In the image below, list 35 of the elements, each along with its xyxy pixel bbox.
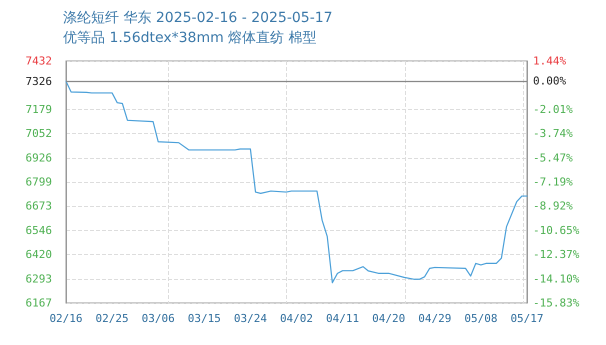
x-tick-label: 05/17 (510, 312, 544, 325)
y-tick-label: 6799 (26, 176, 52, 189)
x-tick-label: 04/02 (280, 312, 314, 325)
y2-tick-label: 1.44% (533, 54, 566, 68)
y-tick-label: 7432 (26, 54, 52, 68)
y2-tick-label: -10.65% (533, 224, 580, 237)
x-tick-label: 05/08 (464, 312, 498, 325)
y2-tick-label: -7.19% (533, 175, 574, 188)
y2-tick-label: 0.00% (533, 74, 566, 88)
x-tick-label: 04/29 (418, 312, 452, 325)
x-tick-label: 03/15 (188, 312, 221, 325)
y-tick-label: 6420 (26, 248, 52, 262)
y-tick-label: 6293 (26, 272, 52, 286)
y-tick-label: 6546 (26, 224, 52, 237)
y-tick-label: 6926 (26, 151, 52, 164)
x-tick-label: 03/06 (142, 312, 175, 325)
chart-title: 涤纶短纤 华东 2025-02-16 - 2025-05-17 (63, 10, 333, 26)
y2-tick-label: -15.83% (533, 296, 580, 310)
y2-tick-label: -14.10% (533, 272, 580, 286)
y-tick-label: 6167 (26, 296, 52, 310)
y-tick-label: 7326 (26, 74, 52, 88)
y2-tick-label: -5.47% (533, 151, 574, 164)
x-tick-label: 04/20 (372, 312, 406, 325)
y2-tick-label: -3.74% (533, 127, 574, 140)
x-tick-label: 04/11 (326, 312, 360, 325)
x-tick-label: 02/25 (96, 312, 129, 325)
chart-subtitle: 优等品 1.56dtex*38mm 熔体直纺 棉型 (63, 30, 317, 46)
x-tick-label: 02/16 (49, 312, 83, 325)
y2-tick-label: -2.01% (533, 102, 574, 116)
y-tick-label: 6673 (26, 200, 52, 213)
y-tick-label: 7052 (26, 127, 52, 140)
x-tick-label: 03/24 (234, 312, 268, 325)
y2-tick-label: -8.92% (533, 200, 574, 213)
y2-tick-label: -12.37% (533, 248, 580, 262)
y-tick-label: 7179 (26, 102, 52, 116)
